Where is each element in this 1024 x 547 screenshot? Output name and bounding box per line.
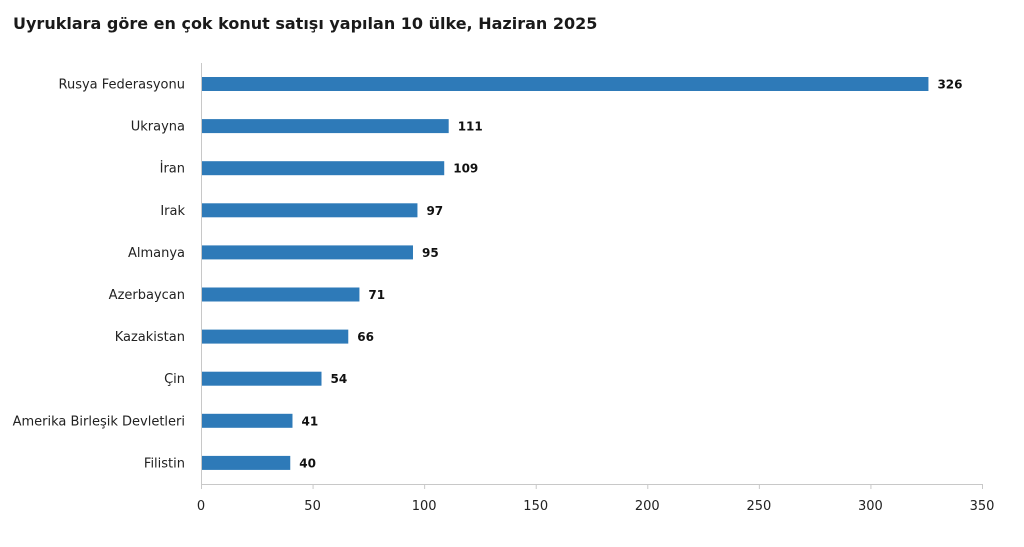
bar (201, 77, 929, 91)
data-label: 40 (299, 456, 316, 470)
bar (201, 119, 449, 134)
x-tick-label: 250 (746, 499, 771, 514)
data-label: 54 (330, 372, 347, 386)
category-label: Irak (160, 204, 185, 219)
category-label: Çin (164, 372, 185, 387)
category-label: Amerika Birleşik Devletleri (13, 414, 185, 429)
data-label: 71 (368, 288, 385, 302)
bar (201, 371, 322, 386)
category-label: Ukrayna (131, 120, 185, 135)
data-label: 95 (422, 246, 439, 260)
bar (201, 287, 360, 302)
x-tick-label: 100 (412, 499, 437, 514)
data-label: 111 (458, 120, 483, 134)
category-label: Azerbaycan (109, 288, 185, 303)
bar (201, 413, 293, 428)
category-label: Almanya (128, 246, 185, 261)
x-tick-labels: 0 50 100 150 200 250 300 350 (197, 499, 995, 514)
bar (201, 245, 413, 260)
data-label: 41 (301, 414, 318, 428)
x-tick-label: 350 (970, 499, 995, 514)
data-label: 326 (937, 78, 962, 92)
bars-group (201, 77, 929, 470)
data-label: 109 (453, 162, 478, 176)
bar (201, 329, 349, 344)
data-label: 66 (357, 330, 374, 344)
x-tick-label: 50 (304, 499, 321, 514)
category-label: Rusya Federasyonu (59, 78, 185, 93)
category-label: Kazakistan (115, 330, 185, 345)
x-tick-label: 300 (858, 499, 883, 514)
value-labels: 326 111 109 97 95 71 66 54 41 40 (299, 78, 962, 471)
bar (201, 455, 291, 470)
x-tick-label: 0 (197, 499, 205, 514)
category-label: Filistin (144, 456, 185, 471)
bar (201, 161, 445, 176)
x-tick-label: 150 (523, 499, 548, 514)
category-label: İran (160, 161, 185, 177)
category-labels: Rusya Federasyonu Ukrayna İran Irak Almanya A… (13, 78, 186, 472)
x-tick-label: 200 (635, 499, 660, 514)
bar (201, 203, 418, 218)
data-label: 97 (426, 204, 443, 218)
chart-title: Uyruklara göre en çok konut satışı yapıl… (13, 14, 598, 33)
axes (201, 63, 983, 489)
